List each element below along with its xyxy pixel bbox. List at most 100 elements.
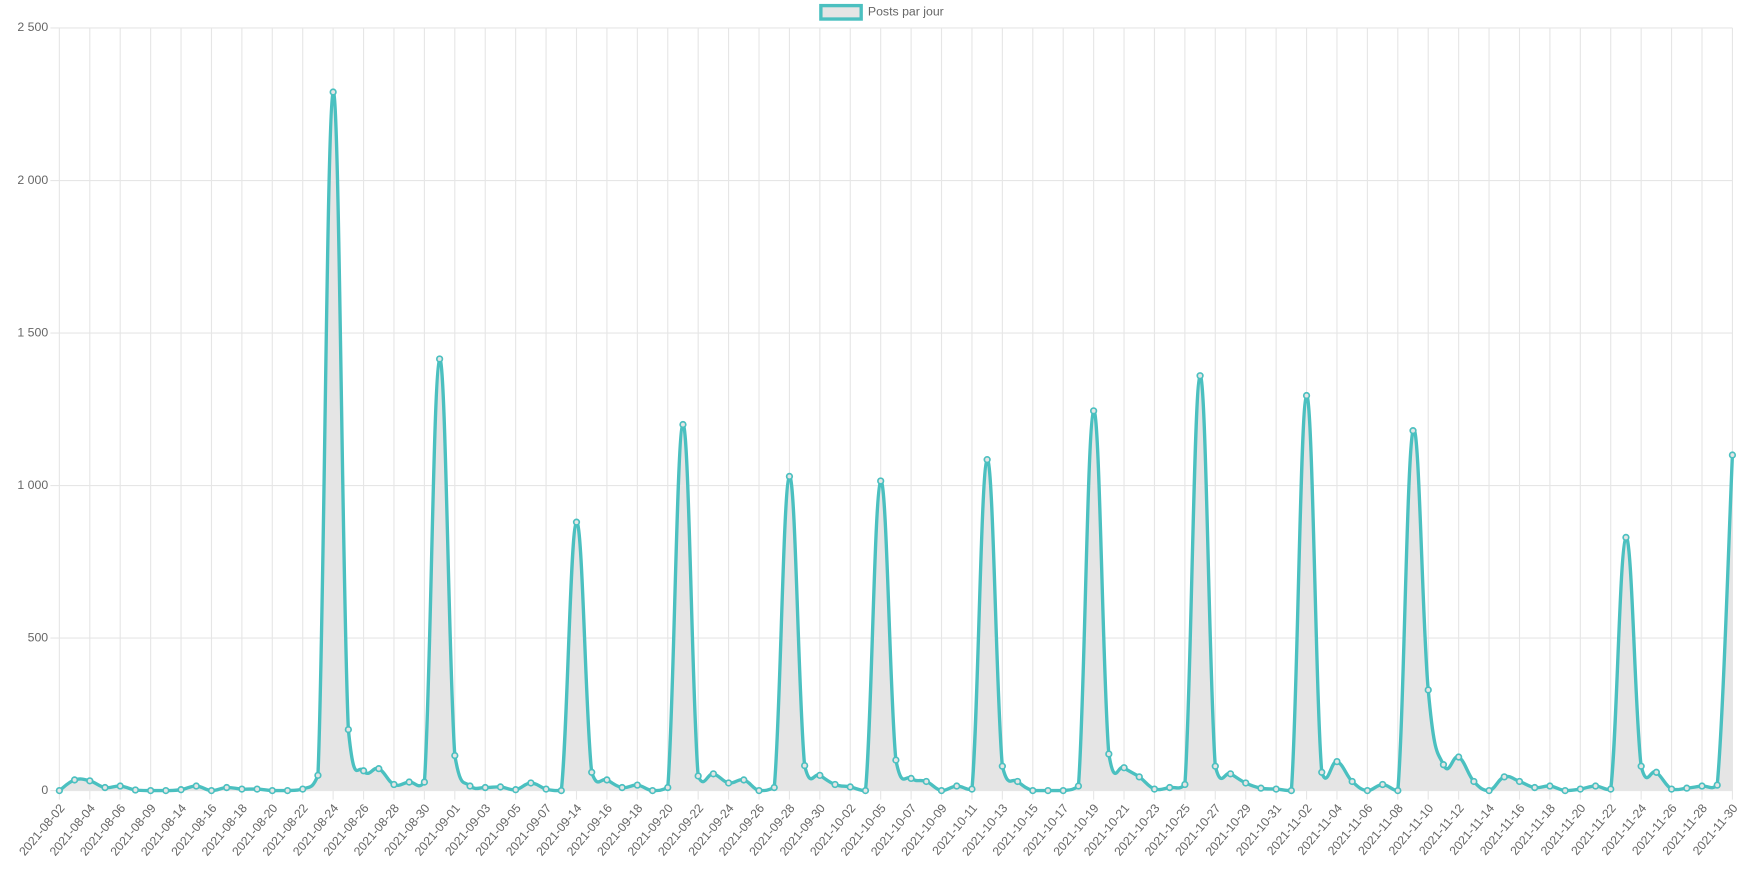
point bbox=[572, 518, 581, 526]
point bbox=[740, 776, 748, 784]
point bbox=[146, 786, 155, 795]
point bbox=[648, 786, 657, 795]
point bbox=[131, 786, 140, 794]
point bbox=[633, 781, 641, 789]
point bbox=[968, 785, 976, 793]
point bbox=[1059, 786, 1067, 795]
point bbox=[1561, 786, 1569, 795]
point bbox=[162, 786, 170, 795]
point bbox=[1181, 780, 1189, 789]
point bbox=[801, 761, 809, 770]
point bbox=[1272, 785, 1280, 793]
legend-swatch bbox=[819, 3, 863, 21]
y-tick-label: 2 000 bbox=[17, 173, 48, 187]
point bbox=[299, 785, 307, 793]
point bbox=[420, 778, 429, 786]
point bbox=[329, 88, 337, 96]
point bbox=[785, 472, 794, 481]
line bbox=[58, 90, 1735, 793]
point bbox=[709, 770, 718, 778]
y-tick-label: 1 000 bbox=[17, 478, 48, 492]
point bbox=[816, 771, 824, 779]
point bbox=[1044, 786, 1052, 795]
point bbox=[223, 783, 231, 792]
point bbox=[1698, 782, 1706, 790]
point bbox=[177, 786, 185, 794]
point bbox=[542, 785, 550, 793]
point bbox=[344, 725, 352, 734]
point bbox=[1637, 762, 1645, 770]
point bbox=[694, 772, 702, 780]
point bbox=[268, 786, 276, 795]
point bbox=[679, 420, 687, 429]
point bbox=[314, 771, 322, 779]
point bbox=[770, 783, 778, 792]
point bbox=[1667, 785, 1676, 793]
point bbox=[207, 786, 216, 795]
point bbox=[1211, 762, 1219, 770]
point bbox=[1318, 768, 1326, 776]
point bbox=[1713, 781, 1721, 789]
point bbox=[1226, 770, 1235, 778]
point bbox=[1242, 779, 1250, 787]
point bbox=[831, 780, 839, 789]
point bbox=[86, 777, 94, 785]
point bbox=[937, 786, 946, 795]
area bbox=[59, 91, 1733, 791]
point bbox=[755, 786, 763, 795]
point bbox=[1394, 786, 1402, 795]
y-tick-label: 0 bbox=[41, 783, 48, 797]
point bbox=[70, 776, 79, 784]
point bbox=[953, 782, 961, 790]
point bbox=[1652, 768, 1661, 776]
point bbox=[359, 767, 368, 775]
point bbox=[1607, 785, 1615, 793]
point bbox=[1348, 777, 1356, 786]
point bbox=[192, 782, 200, 790]
point bbox=[1728, 451, 1737, 459]
point bbox=[1089, 407, 1098, 415]
y-tick-label: 1 500 bbox=[17, 325, 48, 339]
legend-label: Posts par jour bbox=[868, 5, 944, 19]
point bbox=[527, 779, 535, 787]
point bbox=[1074, 782, 1083, 790]
point bbox=[877, 477, 885, 485]
point bbox=[1302, 391, 1311, 400]
point bbox=[390, 780, 398, 789]
point bbox=[1591, 782, 1600, 790]
point bbox=[861, 786, 870, 795]
point bbox=[1257, 784, 1265, 792]
point bbox=[557, 786, 565, 795]
point bbox=[846, 783, 854, 791]
y-tick-label: 2 500 bbox=[17, 20, 48, 34]
point bbox=[1576, 785, 1584, 793]
point bbox=[1029, 786, 1037, 795]
point bbox=[588, 768, 596, 776]
point bbox=[1166, 783, 1174, 792]
point bbox=[1622, 533, 1630, 542]
point bbox=[998, 762, 1007, 770]
point bbox=[466, 782, 474, 790]
point bbox=[1150, 785, 1159, 793]
point bbox=[283, 786, 292, 795]
point bbox=[512, 786, 520, 794]
point bbox=[1196, 372, 1204, 380]
point bbox=[1409, 427, 1417, 435]
point bbox=[1683, 784, 1691, 792]
point bbox=[1013, 777, 1022, 786]
point bbox=[496, 783, 505, 791]
point bbox=[1378, 780, 1387, 789]
point bbox=[1105, 750, 1113, 758]
point bbox=[1546, 782, 1554, 790]
point bbox=[664, 783, 672, 792]
point bbox=[1439, 761, 1448, 769]
point bbox=[101, 783, 109, 792]
point bbox=[983, 455, 991, 464]
point bbox=[55, 786, 64, 795]
point bbox=[1515, 777, 1524, 786]
point bbox=[435, 355, 444, 363]
point bbox=[481, 783, 489, 792]
point bbox=[1531, 783, 1539, 792]
point bbox=[1424, 686, 1432, 694]
